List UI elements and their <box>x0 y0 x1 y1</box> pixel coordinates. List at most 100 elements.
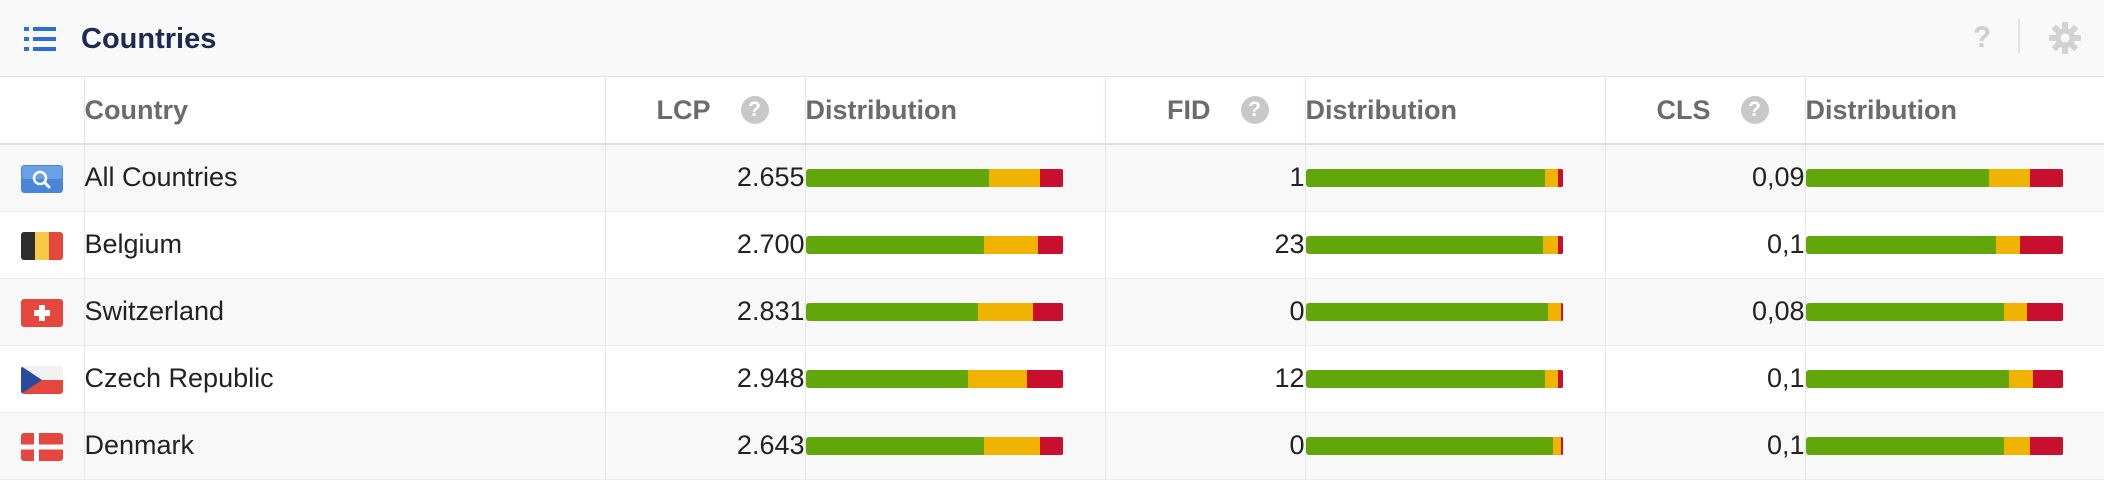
poor-segment <box>2027 302 2064 321</box>
table-row[interactable]: All Countries 2.655 1 0,09 <box>0 144 2104 211</box>
cls-distribution-bar[interactable] <box>1805 235 2064 254</box>
good-segment <box>1305 436 1554 455</box>
czech-flag <box>20 365 63 394</box>
switzerland-flag <box>20 298 63 327</box>
search-icon[interactable] <box>20 165 63 194</box>
good-segment <box>1805 436 2005 455</box>
header-divider <box>2018 19 2020 53</box>
poor-segment <box>1037 235 1064 254</box>
lcp-distribution-bar[interactable] <box>805 168 1064 187</box>
cls-help-icon[interactable]: ? <box>1740 96 1769 124</box>
fid-distribution-cell <box>1305 211 1606 278</box>
fid-distribution-cell <box>1305 345 1606 412</box>
poor-segment <box>2032 369 2064 388</box>
help-icon[interactable]: ? <box>1972 21 1992 54</box>
needs-improvement-segment <box>1548 302 1561 321</box>
fid-value: 23 <box>1105 211 1306 278</box>
needs-improvement-segment <box>1542 235 1559 254</box>
fid-value: 12 <box>1105 345 1306 412</box>
poor-segment <box>1558 235 1564 254</box>
flag-cell <box>0 278 85 345</box>
lcp-value: 2.655 <box>605 144 806 211</box>
country-name[interactable]: Belgium <box>84 211 606 278</box>
gear-icon[interactable] <box>2048 21 2082 55</box>
lcp-distribution-cell <box>805 144 1106 211</box>
country-name[interactable]: Czech Republic <box>84 345 606 412</box>
needs-improvement-segment <box>1996 235 2020 254</box>
fid-header-label: FID <box>1167 94 1211 125</box>
panel-header: Countries ? <box>0 0 2104 77</box>
belgium-flag <box>20 231 63 260</box>
table-row[interactable]: Denmark 2.643 0 0,1 <box>0 412 2104 479</box>
country-name[interactable]: Switzerland <box>84 278 606 345</box>
good-segment <box>1805 369 2010 388</box>
lcp-value: 2.831 <box>605 278 806 345</box>
lcp-distribution-bar[interactable] <box>805 369 1064 388</box>
cls-distribution-bar[interactable] <box>1805 369 2064 388</box>
fid-distribution-bar[interactable] <box>1305 302 1564 321</box>
country-name[interactable]: All Countries <box>84 144 606 211</box>
country-column-header[interactable]: Country <box>84 77 606 145</box>
panel-title: Countries <box>81 23 217 55</box>
needs-improvement-segment <box>2009 369 2033 388</box>
cls-value: 0,08 <box>1605 278 1806 345</box>
needs-improvement-segment <box>968 369 1028 388</box>
good-segment <box>1805 168 1989 187</box>
good-segment <box>1805 235 1997 254</box>
countries-table: Country LCP ? Distribution FID ? Distrib… <box>0 77 2104 480</box>
fid-value: 0 <box>1105 278 1306 345</box>
cls-distribution-bar[interactable] <box>1805 436 2064 455</box>
denmark-flag <box>20 432 63 461</box>
good-segment <box>805 436 984 455</box>
fid-distribution-bar[interactable] <box>1305 235 1564 254</box>
flag-column-header <box>0 77 85 145</box>
lcp-column-header[interactable]: LCP ? <box>605 77 806 145</box>
cls-distribution-cell <box>1805 144 2104 211</box>
cls-distribution-cell <box>1805 345 2104 412</box>
cls-distribution-cell <box>1805 211 2104 278</box>
poor-segment <box>1560 302 1564 321</box>
table-row[interactable]: Czech Republic 2.948 12 0,1 <box>0 345 2104 412</box>
cls-value: 0,09 <box>1605 144 1806 211</box>
cls-distribution-cell <box>1805 278 2104 345</box>
table-row[interactable]: Switzerland 2.831 0 0,08 <box>0 278 2104 345</box>
good-segment <box>1305 168 1546 187</box>
poor-segment <box>2019 235 2064 254</box>
table-row[interactable]: Belgium 2.700 23 0,1 <box>0 211 2104 278</box>
good-segment <box>805 302 979 321</box>
needs-improvement-segment <box>1988 168 2030 187</box>
fid-distribution-cell <box>1305 144 1606 211</box>
poor-segment <box>1560 436 1564 455</box>
needs-improvement-segment <box>988 168 1041 187</box>
needs-improvement-segment <box>983 436 1041 455</box>
lcp-value: 2.700 <box>605 211 806 278</box>
needs-improvement-segment <box>2004 436 2030 455</box>
lcp-distribution-bar[interactable] <box>805 235 1064 254</box>
fid-column-header[interactable]: FID ? <box>1105 77 1306 145</box>
needs-improvement-segment <box>1553 436 1561 455</box>
cls-distribution-header: Distribution <box>1805 77 2104 145</box>
fid-distribution-cell <box>1305 278 1606 345</box>
fid-distribution-bar[interactable] <box>1305 369 1564 388</box>
cls-header-label: CLS <box>1656 94 1711 125</box>
fid-distribution-header: Distribution <box>1305 77 1606 145</box>
list-icon[interactable] <box>24 26 56 52</box>
cls-distribution-bar[interactable] <box>1805 168 2064 187</box>
cls-distribution-bar[interactable] <box>1805 302 2064 321</box>
poor-segment <box>2029 436 2064 455</box>
country-name[interactable]: Denmark <box>84 412 606 479</box>
fid-help-icon[interactable]: ? <box>1240 96 1269 124</box>
needs-improvement-segment <box>1545 369 1559 388</box>
lcp-distribution-bar[interactable] <box>805 302 1064 321</box>
lcp-help-icon[interactable]: ? <box>740 96 769 124</box>
cls-value: 0,1 <box>1605 412 1806 479</box>
cls-column-header[interactable]: CLS ? <box>1605 77 1806 145</box>
cls-value: 0,1 <box>1605 211 1806 278</box>
fid-distribution-bar[interactable] <box>1305 168 1564 187</box>
lcp-value: 2.643 <box>605 412 806 479</box>
table-header-row: Country LCP ? Distribution FID ? Distrib… <box>0 77 2104 145</box>
good-segment <box>805 235 984 254</box>
lcp-distribution-bar[interactable] <box>805 436 1064 455</box>
fid-distribution-bar[interactable] <box>1305 436 1564 455</box>
